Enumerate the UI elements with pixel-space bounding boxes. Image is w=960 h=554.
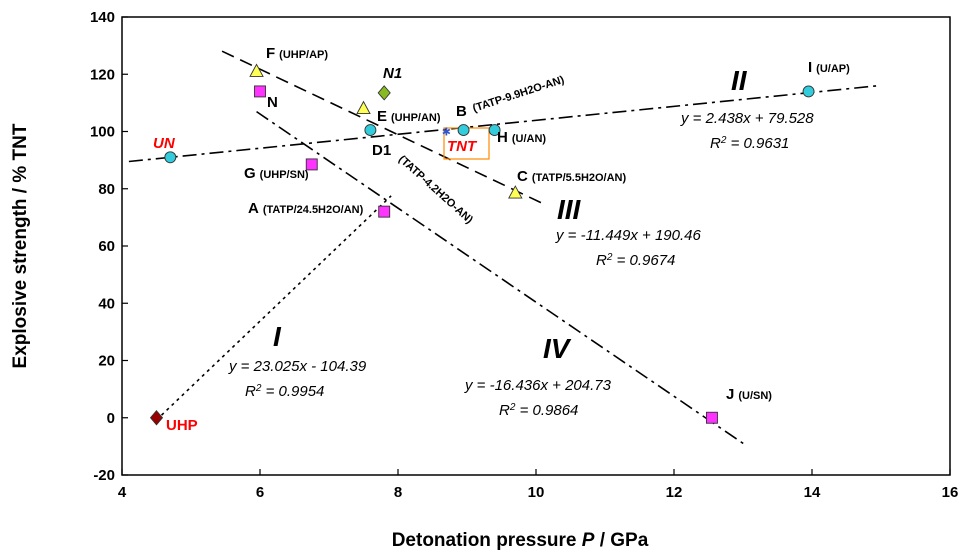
x-tick-label: 12 (666, 484, 683, 501)
label-UN: UN (153, 135, 176, 152)
fit-I-roman: I (273, 321, 282, 352)
marker-D1 (364, 124, 377, 137)
label-B-sub: (TATP-9.9H2O-AN) (471, 74, 566, 115)
fit-line-IV (256, 110, 747, 447)
y-tick-label: 140 (90, 9, 115, 26)
label-UHP: UHP (166, 417, 198, 434)
point-labels: UN UHP F (UHP/AP) N N1 E (UHP/AN) G (UHP/SN… (153, 45, 850, 434)
fit-annotations: I y = 23.025x - 104.39 R2 = 0.9954 II y … (228, 65, 814, 419)
y-tick-label: 0 (107, 410, 115, 427)
label-I: I (U/AP) (808, 59, 850, 76)
fit-line-II (128, 84, 882, 163)
label-D1: D1 (372, 142, 391, 159)
label-C: C (TATP/5.5H2O/AN) (517, 168, 627, 185)
fit-line-I (155, 195, 392, 421)
y-tick-label: 20 (98, 353, 115, 370)
label-E: E (UHP/AN) (377, 108, 441, 125)
marker-N (254, 85, 266, 98)
marker-B (457, 124, 470, 137)
label-F: F (UHP/AP) (266, 45, 328, 62)
x-tick-label: 10 (528, 484, 545, 501)
y-tick-label: 80 (98, 181, 115, 198)
fit-III-equation: y = -11.449x + 190.46 (555, 227, 701, 244)
label-B: B (456, 103, 467, 120)
fit-IV-roman: IV (543, 333, 572, 364)
x-tick-label: 14 (804, 484, 821, 501)
fit-III-roman: III (557, 194, 582, 225)
marker-A (378, 205, 391, 218)
label-H: H (U/AN) (497, 129, 546, 146)
label-N1: N1 (383, 65, 402, 82)
y-axis-title: Explosive strength / % TNT (10, 123, 31, 368)
marker-F (249, 63, 264, 77)
y-tick-label: 120 (90, 66, 115, 83)
marker-H (488, 124, 501, 137)
marker-TNT: ✱ (442, 126, 451, 139)
y-tick-label: 60 (98, 238, 115, 255)
fit-IV-r2: R2 = 0.9864 (499, 402, 578, 420)
fit-III-r2: R2 = 0.9674 (596, 252, 675, 270)
fit-II-roman: II (731, 65, 748, 96)
x-tick-label: 6 (256, 484, 264, 501)
x-axis-title: Detonation pressure P / GPa (392, 530, 649, 551)
y-axis: -20 0 20 40 60 80 100 120 140 (90, 9, 128, 484)
marker-N1 (377, 85, 391, 101)
data-markers: ✱ (149, 63, 815, 426)
marker-UHP (149, 410, 164, 426)
marker-E (356, 100, 371, 115)
label-N: N (267, 94, 278, 111)
y-tick-label: 40 (98, 295, 115, 312)
marker-J (706, 411, 718, 424)
x-tick-label: 8 (394, 484, 402, 501)
fit-II-r2: R2 = 0.9631 (710, 135, 789, 153)
marker-C (508, 185, 523, 199)
fit-II-equation: y = 2.438x + 79.528 (680, 110, 814, 127)
x-tick-label: 4 (118, 484, 127, 501)
marker-G (305, 158, 318, 171)
x-axis: 4 6 8 10 12 14 16 (118, 469, 959, 501)
label-TNT: TNT (447, 138, 478, 155)
fit-lines (128, 50, 882, 447)
y-tick-label: -20 (93, 467, 115, 484)
y-tick-label: 100 (90, 124, 115, 141)
label-J: J (U/SN) (726, 386, 772, 403)
fit-I-r2: R2 = 0.9954 (245, 383, 324, 401)
fit-IV-equation: y = -16.436x + 204.73 (464, 377, 612, 394)
x-tick-label: 16 (942, 484, 959, 501)
marker-UN (164, 151, 177, 164)
fit-I-equation: y = 23.025x - 104.39 (228, 358, 367, 375)
label-G: G (UHP/SN) (244, 165, 309, 182)
label-A: A (TATP/24.5H2O/AN) (248, 200, 364, 217)
marker-I (802, 85, 815, 98)
